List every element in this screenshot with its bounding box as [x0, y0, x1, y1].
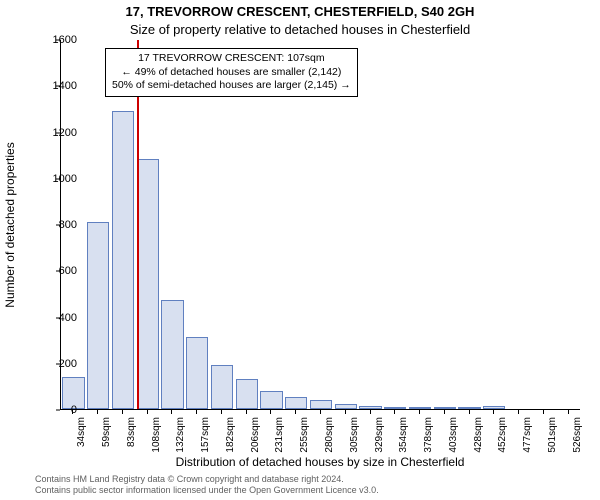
x-tick-mark	[171, 410, 172, 414]
x-tick-label: 108sqm	[151, 417, 162, 453]
x-tick-mark	[469, 410, 470, 414]
x-tick-label: 477sqm	[522, 417, 533, 453]
footer-attribution: Contains HM Land Registry data © Crown c…	[35, 474, 565, 496]
x-tick-label: 378sqm	[423, 417, 434, 453]
x-tick-mark	[122, 410, 123, 414]
x-tick-label: 403sqm	[448, 417, 459, 453]
x-tick-label: 83sqm	[126, 417, 137, 447]
x-tick-label: 231sqm	[274, 417, 285, 453]
x-tick-mark	[270, 410, 271, 414]
histogram-bar	[112, 111, 134, 409]
x-tick-label: 354sqm	[398, 417, 409, 453]
x-tick-label: 501sqm	[547, 417, 558, 453]
chart-title-sub: Size of property relative to detached ho…	[0, 22, 600, 37]
x-tick-mark	[97, 410, 98, 414]
x-tick-label: 255sqm	[299, 417, 310, 453]
footer-line-1: Contains HM Land Registry data © Crown c…	[35, 474, 565, 485]
x-tick-mark	[147, 410, 148, 414]
y-tick-mark	[56, 410, 60, 411]
histogram-bar	[285, 397, 307, 409]
x-tick-mark	[518, 410, 519, 414]
chart-container: 17, TREVORROW CRESCENT, CHESTERFIELD, S4…	[0, 0, 600, 500]
x-tick-mark	[320, 410, 321, 414]
y-tick-mark	[56, 178, 60, 179]
x-tick-label: 182sqm	[225, 417, 236, 453]
x-tick-label: 452sqm	[497, 417, 508, 453]
x-tick-label: 428sqm	[473, 417, 484, 453]
annotation-box: 17 TREVORROW CRESCENT: 107sqm ← 49% of d…	[105, 48, 358, 97]
x-tick-label: 206sqm	[250, 417, 261, 453]
histogram-bar	[434, 407, 456, 409]
x-tick-label: 34sqm	[76, 417, 87, 447]
y-tick-mark	[56, 86, 60, 87]
histogram-bar	[137, 159, 159, 409]
annotation-line-2: ← 49% of detached houses are smaller (2,…	[112, 66, 351, 80]
histogram-bar	[409, 407, 431, 409]
x-tick-mark	[246, 410, 247, 414]
histogram-bar	[186, 337, 208, 409]
x-tick-mark	[345, 410, 346, 414]
footer-line-2: Contains public sector information licen…	[35, 485, 565, 496]
histogram-bar	[260, 391, 282, 410]
x-tick-label: 59sqm	[101, 417, 112, 447]
histogram-bar	[359, 406, 381, 409]
chart-title-main: 17, TREVORROW CRESCENT, CHESTERFIELD, S4…	[0, 4, 600, 19]
x-tick-mark	[444, 410, 445, 414]
x-tick-mark	[72, 410, 73, 414]
x-tick-mark	[419, 410, 420, 414]
x-tick-label: 305sqm	[349, 417, 360, 453]
x-axis-label: Distribution of detached houses by size …	[60, 455, 580, 469]
x-tick-mark	[370, 410, 371, 414]
histogram-bar	[335, 404, 357, 409]
y-tick-mark	[56, 225, 60, 226]
x-tick-label: 526sqm	[572, 417, 583, 453]
histogram-bar	[458, 407, 480, 409]
x-tick-label: 132sqm	[175, 417, 186, 453]
x-tick-mark	[394, 410, 395, 414]
x-tick-mark	[543, 410, 544, 414]
histogram-bar	[310, 400, 332, 409]
y-tick-mark	[56, 132, 60, 133]
x-tick-mark	[295, 410, 296, 414]
x-tick-label: 280sqm	[324, 417, 335, 453]
annotation-line-1: 17 TREVORROW CRESCENT: 107sqm	[112, 52, 351, 66]
x-tick-label: 329sqm	[374, 417, 385, 453]
x-tick-mark	[493, 410, 494, 414]
y-tick-mark	[56, 317, 60, 318]
y-tick-mark	[56, 271, 60, 272]
histogram-bar	[87, 222, 109, 409]
histogram-bar	[236, 379, 258, 409]
histogram-bar	[483, 406, 505, 409]
histogram-bar	[161, 300, 183, 409]
y-tick-mark	[56, 363, 60, 364]
x-tick-label: 157sqm	[200, 417, 211, 453]
x-tick-mark	[568, 410, 569, 414]
x-tick-mark	[221, 410, 222, 414]
y-tick-mark	[56, 40, 60, 41]
histogram-bar	[384, 407, 406, 409]
annotation-line-3: 50% of semi-detached houses are larger (…	[112, 79, 351, 93]
x-tick-mark	[196, 410, 197, 414]
y-axis-label: Number of detached properties	[3, 142, 17, 307]
histogram-bar	[211, 365, 233, 409]
